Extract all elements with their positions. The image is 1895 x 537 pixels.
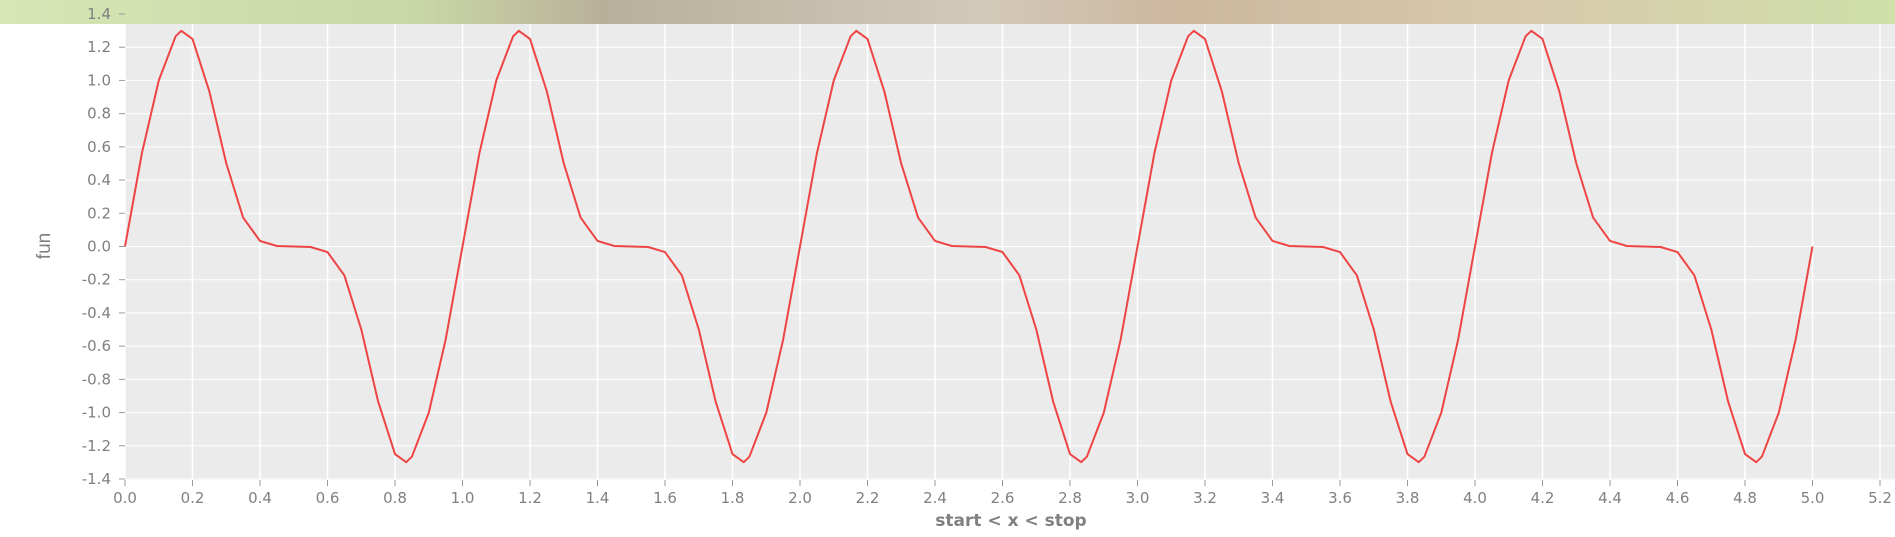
background-photo-strip <box>0 0 1895 24</box>
x-tick-label: 0.2 <box>181 489 205 507</box>
y-tick-label: -1.4 <box>82 470 111 488</box>
y-tick-label: -0.4 <box>82 304 111 322</box>
x-tick-label: 0.6 <box>316 489 340 507</box>
grid-lines <box>124 24 1895 480</box>
x-tick-label: 5.2 <box>1868 489 1892 507</box>
y-axis-title: fun <box>34 233 55 259</box>
x-tick-label: 2.2 <box>856 489 880 507</box>
x-tick-label: 4.8 <box>1733 489 1757 507</box>
x-tick-label: 2.8 <box>1058 489 1082 507</box>
x-tick-label: 1.6 <box>653 489 677 507</box>
y-tick-label: -1.0 <box>82 404 111 422</box>
y-tick-label: 0.4 <box>87 171 111 189</box>
x-tick-label: 0.8 <box>383 489 407 507</box>
x-tick-label: 3.2 <box>1193 489 1217 507</box>
x-tick-label: 1.4 <box>586 489 610 507</box>
x-axis-title: start < x < stop <box>935 511 1086 531</box>
x-tick-label: 5.0 <box>1801 489 1825 507</box>
x-tick-label: 0.0 <box>113 489 137 507</box>
y-tick-label: 0.8 <box>87 105 111 123</box>
x-tick-label: 4.2 <box>1531 489 1555 507</box>
y-tick-label: 0.0 <box>87 238 111 256</box>
x-tick-label: 0.4 <box>248 489 272 507</box>
x-tick-label: 3.0 <box>1126 489 1150 507</box>
x-tick-label: 2.6 <box>991 489 1015 507</box>
line-series <box>124 29 1814 464</box>
x-tick-label: 1.2 <box>518 489 542 507</box>
y-tick-label: 1.0 <box>87 71 111 89</box>
x-tick-label: 4.0 <box>1463 489 1487 507</box>
y-tick-label: 1.4 <box>87 5 111 23</box>
x-tick-label: 3.8 <box>1396 489 1420 507</box>
x-tick-label: 1.0 <box>451 489 475 507</box>
y-tick-label: -0.8 <box>82 370 111 388</box>
y-tick-label: 0.2 <box>87 204 111 222</box>
x-tick-label: 4.4 <box>1598 489 1622 507</box>
x-tick-label: 2.4 <box>923 489 947 507</box>
y-tick-label: -0.6 <box>82 337 111 355</box>
x-axis: 0.0 0.2 0.4 0.6 0.8 1.0 1.2 1.4 1.6 1.8 2.0 2.2 2.4 2… <box>113 480 1892 507</box>
x-tick-label: 1.8 <box>721 489 745 507</box>
series-line <box>124 29 1814 464</box>
x-tick-label: 3.4 <box>1261 489 1285 507</box>
y-tick-label: 1.2 <box>87 38 111 56</box>
x-tick-label: 3.6 <box>1328 489 1352 507</box>
y-axis: -1.4 -1.2 -1.0 -0.8 -0.6 -0.4 -0.2 0.0 0.2 0.4 0.6… <box>82 5 125 488</box>
y-tick-label: -0.2 <box>82 271 111 289</box>
plot-panel <box>125 24 1895 480</box>
x-tick-label: 2.0 <box>788 489 812 507</box>
y-tick-label: 0.6 <box>87 138 111 156</box>
y-tick-label: -1.2 <box>82 437 111 455</box>
x-tick-label: 4.6 <box>1666 489 1690 507</box>
